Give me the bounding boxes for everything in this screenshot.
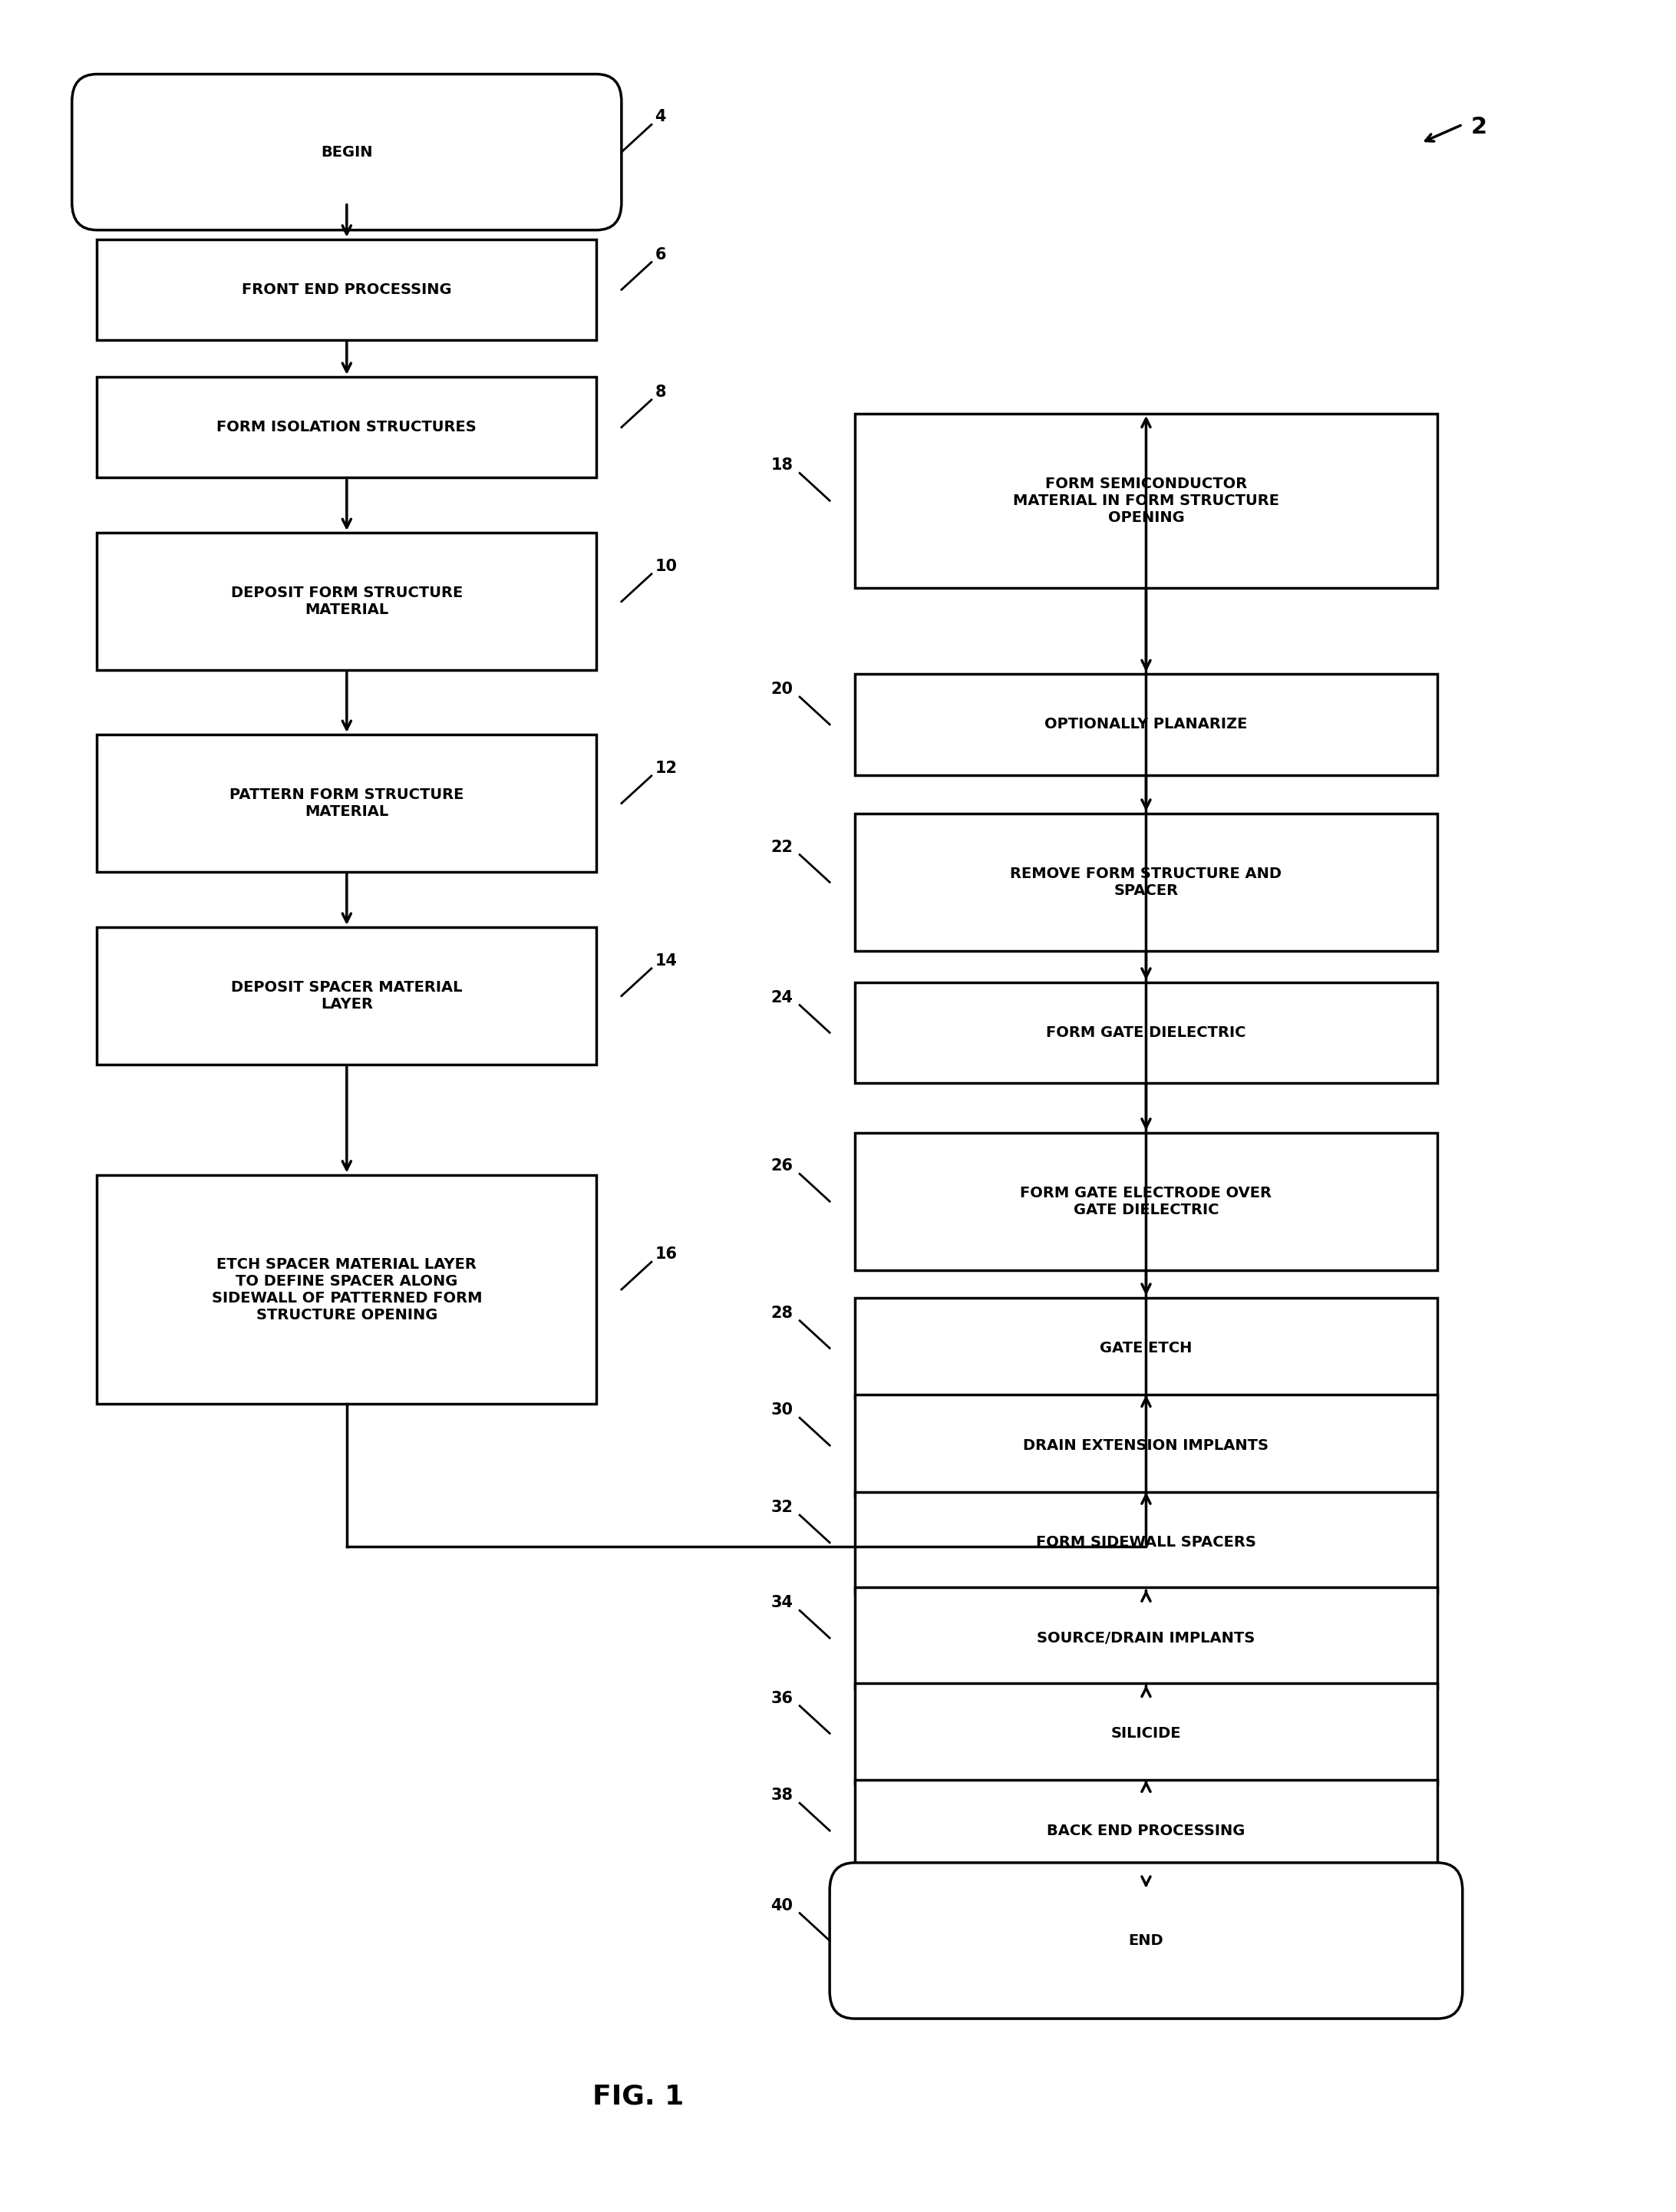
Text: 34: 34 xyxy=(771,1595,793,1610)
Bar xyxy=(97,927,597,1064)
Text: 30: 30 xyxy=(771,1402,793,1418)
FancyBboxPatch shape xyxy=(830,1863,1463,2020)
Text: 32: 32 xyxy=(771,1500,793,1515)
Bar xyxy=(855,1133,1438,1270)
Text: 28: 28 xyxy=(771,1305,793,1321)
Bar xyxy=(855,1298,1438,1398)
Text: 18: 18 xyxy=(771,458,793,473)
Bar xyxy=(97,376,597,478)
Bar xyxy=(855,1396,1438,1495)
Text: 4: 4 xyxy=(655,108,665,124)
Bar xyxy=(855,1493,1438,1593)
Text: DEPOSIT SPACER MATERIAL
LAYER: DEPOSIT SPACER MATERIAL LAYER xyxy=(231,980,463,1011)
Text: BACK END PROCESSING: BACK END PROCESSING xyxy=(1048,1823,1245,1838)
Text: SILICIDE: SILICIDE xyxy=(1111,1725,1182,1741)
Text: ETCH SPACER MATERIAL LAYER
TO DEFINE SPACER ALONG
SIDEWALL OF PATTERNED FORM
STR: ETCH SPACER MATERIAL LAYER TO DEFINE SPA… xyxy=(211,1256,483,1323)
Text: 6: 6 xyxy=(655,248,665,263)
Text: BEGIN: BEGIN xyxy=(320,144,372,159)
FancyBboxPatch shape xyxy=(72,75,622,230)
Text: REMOVE FORM STRUCTURE AND
SPACER: REMOVE FORM STRUCTURE AND SPACER xyxy=(1011,867,1282,898)
Text: 12: 12 xyxy=(655,761,677,776)
Bar xyxy=(855,1781,1438,1880)
Text: 38: 38 xyxy=(771,1787,793,1803)
Text: 10: 10 xyxy=(655,560,677,573)
Text: FORM GATE DIELECTRIC: FORM GATE DIELECTRIC xyxy=(1046,1026,1245,1040)
Text: 20: 20 xyxy=(771,681,793,697)
Bar xyxy=(855,1588,1438,1688)
Bar xyxy=(97,533,597,670)
Text: FRONT END PROCESSING: FRONT END PROCESSING xyxy=(241,283,453,296)
Text: 8: 8 xyxy=(655,385,665,400)
Bar xyxy=(97,1175,597,1405)
Text: DEPOSIT FORM STRUCTURE
MATERIAL: DEPOSIT FORM STRUCTURE MATERIAL xyxy=(231,586,463,617)
Text: GATE ETCH: GATE ETCH xyxy=(1099,1340,1192,1356)
Text: PATTERN FORM STRUCTURE
MATERIAL: PATTERN FORM STRUCTURE MATERIAL xyxy=(230,787,464,818)
Text: SOURCE/DRAIN IMPLANTS: SOURCE/DRAIN IMPLANTS xyxy=(1037,1630,1255,1646)
Text: 16: 16 xyxy=(655,1248,677,1261)
Bar xyxy=(855,814,1438,951)
Text: FIG. 1: FIG. 1 xyxy=(592,2084,684,2110)
Bar xyxy=(855,1683,1438,1783)
Bar xyxy=(855,982,1438,1084)
Text: FORM ISOLATION STRUCTURES: FORM ISOLATION STRUCTURES xyxy=(216,420,476,434)
Bar xyxy=(855,675,1438,774)
Text: 26: 26 xyxy=(771,1159,793,1175)
Text: 24: 24 xyxy=(771,989,793,1004)
Text: OPTIONALLY PLANARIZE: OPTIONALLY PLANARIZE xyxy=(1044,717,1247,732)
Text: 22: 22 xyxy=(771,838,793,854)
Text: FORM SIDEWALL SPACERS: FORM SIDEWALL SPACERS xyxy=(1036,1535,1257,1551)
Bar xyxy=(855,414,1438,588)
Bar xyxy=(97,239,597,341)
Text: 14: 14 xyxy=(655,953,677,969)
Text: 40: 40 xyxy=(771,1898,793,1913)
Text: END: END xyxy=(1128,1933,1163,1949)
Text: DRAIN EXTENSION IMPLANTS: DRAIN EXTENSION IMPLANTS xyxy=(1024,1438,1269,1453)
Text: 2: 2 xyxy=(1472,115,1487,139)
Bar xyxy=(97,734,597,872)
Text: FORM SEMICONDUCTOR
MATERIAL IN FORM STRUCTURE
OPENING: FORM SEMICONDUCTOR MATERIAL IN FORM STRU… xyxy=(1012,476,1279,524)
Text: 36: 36 xyxy=(771,1690,793,1705)
Text: FORM GATE ELECTRODE OVER
GATE DIELECTRIC: FORM GATE ELECTRODE OVER GATE DIELECTRIC xyxy=(1021,1186,1272,1217)
